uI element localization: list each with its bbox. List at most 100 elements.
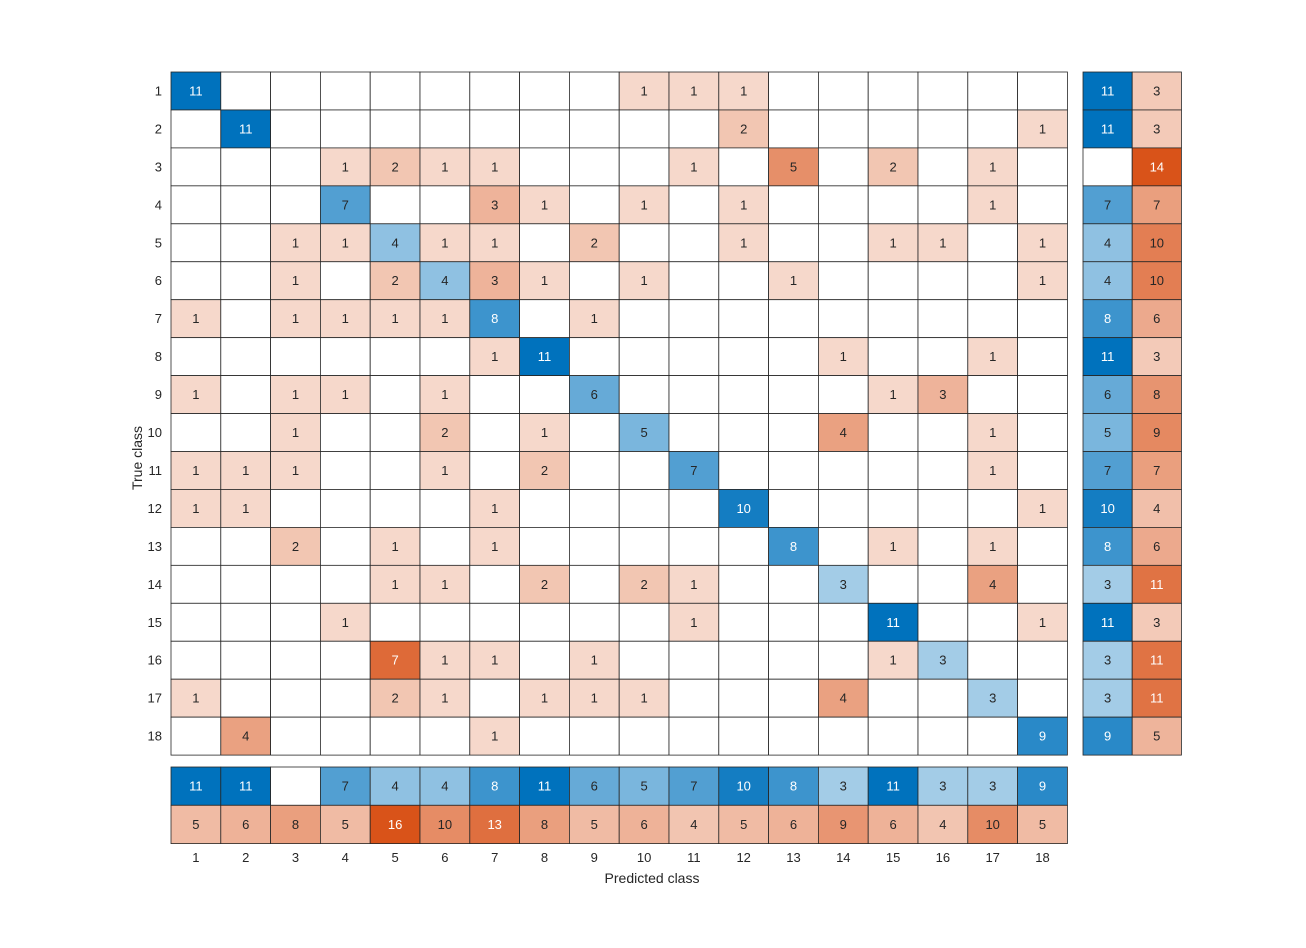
matrix-value-r3-c11: 1: [690, 159, 697, 174]
col-summary-correct-value-2: 11: [239, 779, 253, 794]
matrix-cell-r11-c8: [519, 451, 570, 490]
col-summary-incorrect-10: [618, 804, 670, 844]
matrix-cell-r4-c5: [369, 185, 421, 225]
matrix-cell-r16-c18: [1017, 640, 1068, 680]
matrix-value-r10-c14: 4: [840, 425, 847, 440]
col-summary-correct-value-1: 11: [189, 779, 203, 794]
matrix-value-r5-c5: 4: [391, 235, 398, 250]
col-summary-incorrect-9: [569, 804, 620, 844]
matrix-cell-r6-c11: [668, 261, 720, 301]
matrix-cell-r3-c15: [867, 147, 919, 187]
matrix-cell-r10-c13: [768, 413, 819, 452]
matrix-cell-r12-c14: [818, 489, 869, 528]
row-summary-correct-value-11: 7: [1104, 463, 1111, 478]
row-summary-incorrect-18: [1131, 716, 1182, 756]
matrix-cell-r8-c17: [967, 337, 1018, 376]
col-summary-correct-value-15: 11: [886, 779, 900, 794]
matrix-cell-r4-c9: [569, 185, 620, 225]
row-summary-incorrect-13: [1131, 527, 1182, 566]
matrix-value-r9-c3: 1: [292, 387, 299, 402]
matrix-value-r9-c4: 1: [342, 387, 349, 402]
x-tick-label-12: 12: [736, 850, 750, 865]
matrix-cell-r13-c13: [768, 527, 819, 566]
matrix-cell-r18-c1: [170, 716, 222, 756]
matrix-value-r17-c6: 1: [441, 691, 448, 706]
matrix-cell-r5-c9: [569, 223, 620, 263]
matrix-cell-r5-c6: [419, 223, 471, 263]
matrix-cell-r8-c1: [170, 337, 222, 376]
matrix-cell-r9-c7: [469, 375, 520, 414]
col-summary-incorrect-18: [1017, 804, 1068, 844]
matrix-cell-r3-c4: [319, 147, 371, 187]
matrix-cell-r1-c18: [1017, 71, 1068, 111]
matrix-cell-r8-c15: [867, 337, 919, 376]
matrix-cell-r8-c10: [618, 337, 670, 376]
matrix-cell-r18-c16: [917, 716, 969, 756]
matrix-cell-r7-c11: [668, 299, 720, 339]
matrix-cell-r8-c9: [569, 337, 620, 376]
matrix-cell-r18-c17: [967, 716, 1018, 756]
matrix-cell-r2-c14: [818, 109, 869, 149]
col-summary-correct-7: [469, 766, 520, 806]
matrix-cell-r16-c10: [618, 640, 670, 680]
col-summary-correct-4: [319, 766, 371, 806]
matrix-cell-r4-c12: [718, 185, 769, 225]
matrix-cell-r14-c15: [867, 564, 919, 604]
matrix-cell-r11-c7: [469, 451, 520, 490]
matrix-cell-r6-c4: [319, 261, 371, 301]
matrix-cell-r14-c18: [1017, 564, 1068, 604]
col-summary-incorrect-4: [319, 804, 371, 844]
matrix-cell-r16-c4: [319, 640, 371, 680]
matrix-cell-r6-c14: [818, 261, 869, 301]
matrix-cell-r11-c5: [369, 451, 421, 490]
x-tick-label-2: 2: [242, 850, 249, 865]
matrix-cell-r11-c14: [818, 451, 869, 490]
matrix-value-r1-c1: 11: [189, 83, 203, 98]
matrix-cell-r10-c18: [1017, 413, 1068, 452]
matrix-value-r8-c8: 11: [538, 349, 552, 364]
matrix-cell-r13-c10: [618, 527, 670, 566]
y-tick-label-11: 11: [149, 463, 163, 478]
matrix-cell-r4-c8: [519, 185, 570, 225]
matrix-cell-r5-c1: [170, 223, 222, 263]
matrix-value-r1-c10: 1: [640, 83, 647, 98]
col-summary-incorrect-3: [270, 804, 321, 844]
matrix-value-r12-c2: 1: [242, 501, 249, 516]
matrix-cell-r16-c8: [519, 640, 570, 680]
matrix-cell-r7-c12: [718, 299, 769, 339]
matrix-value-r16-c7: 1: [491, 653, 498, 668]
y-tick-label-1: 1: [155, 83, 162, 98]
col-summary-correct-value-4: 7: [342, 779, 349, 794]
matrix-cell-r1-c1: [170, 71, 222, 111]
x-tick-label-8: 8: [541, 850, 548, 865]
matrix-value-r11-c2: 1: [242, 463, 249, 478]
row-summary-correct-value-5: 4: [1104, 235, 1111, 250]
matrix-value-r2-c18: 1: [1039, 121, 1046, 136]
y-tick-label-8: 8: [155, 349, 162, 364]
row-summary-correct-value-4: 7: [1104, 197, 1111, 212]
row-summary-correct-value-2: 11: [1101, 121, 1115, 136]
matrix-cell-r16-c17: [967, 640, 1018, 680]
matrix-value-r9-c16: 3: [939, 387, 946, 402]
y-tick-label-10: 10: [148, 425, 162, 440]
matrix-cell-r1-c15: [867, 71, 919, 111]
matrix-cell-r10-c12: [718, 413, 769, 452]
matrix-cell-r6-c1: [170, 261, 222, 301]
col-summary-incorrect-value-2: 6: [242, 817, 249, 832]
matrix-cell-r18-c8: [519, 716, 570, 756]
matrix-cell-r1-c8: [519, 71, 570, 111]
matrix-value-r12-c1: 1: [192, 501, 199, 516]
matrix-cell-r12-c12: [718, 489, 769, 528]
matrix-cell-r17-c11: [668, 678, 720, 718]
row-summary-incorrect-14: [1131, 564, 1182, 604]
row-summary-incorrect-value-9: 8: [1153, 387, 1160, 402]
matrix-cell-r2-c6: [419, 109, 471, 149]
matrix-cell-r3-c1: [170, 147, 222, 187]
matrix-value-r8-c14: 1: [840, 349, 847, 364]
matrix-cell-r10-c7: [469, 413, 520, 452]
y-tick-label-2: 2: [155, 121, 162, 136]
matrix-cell-r18-c6: [419, 716, 471, 756]
matrix-value-r15-c4: 1: [342, 615, 349, 630]
matrix-value-r18-c2: 4: [242, 729, 249, 744]
col-summary-incorrect-value-10: 6: [640, 817, 647, 832]
